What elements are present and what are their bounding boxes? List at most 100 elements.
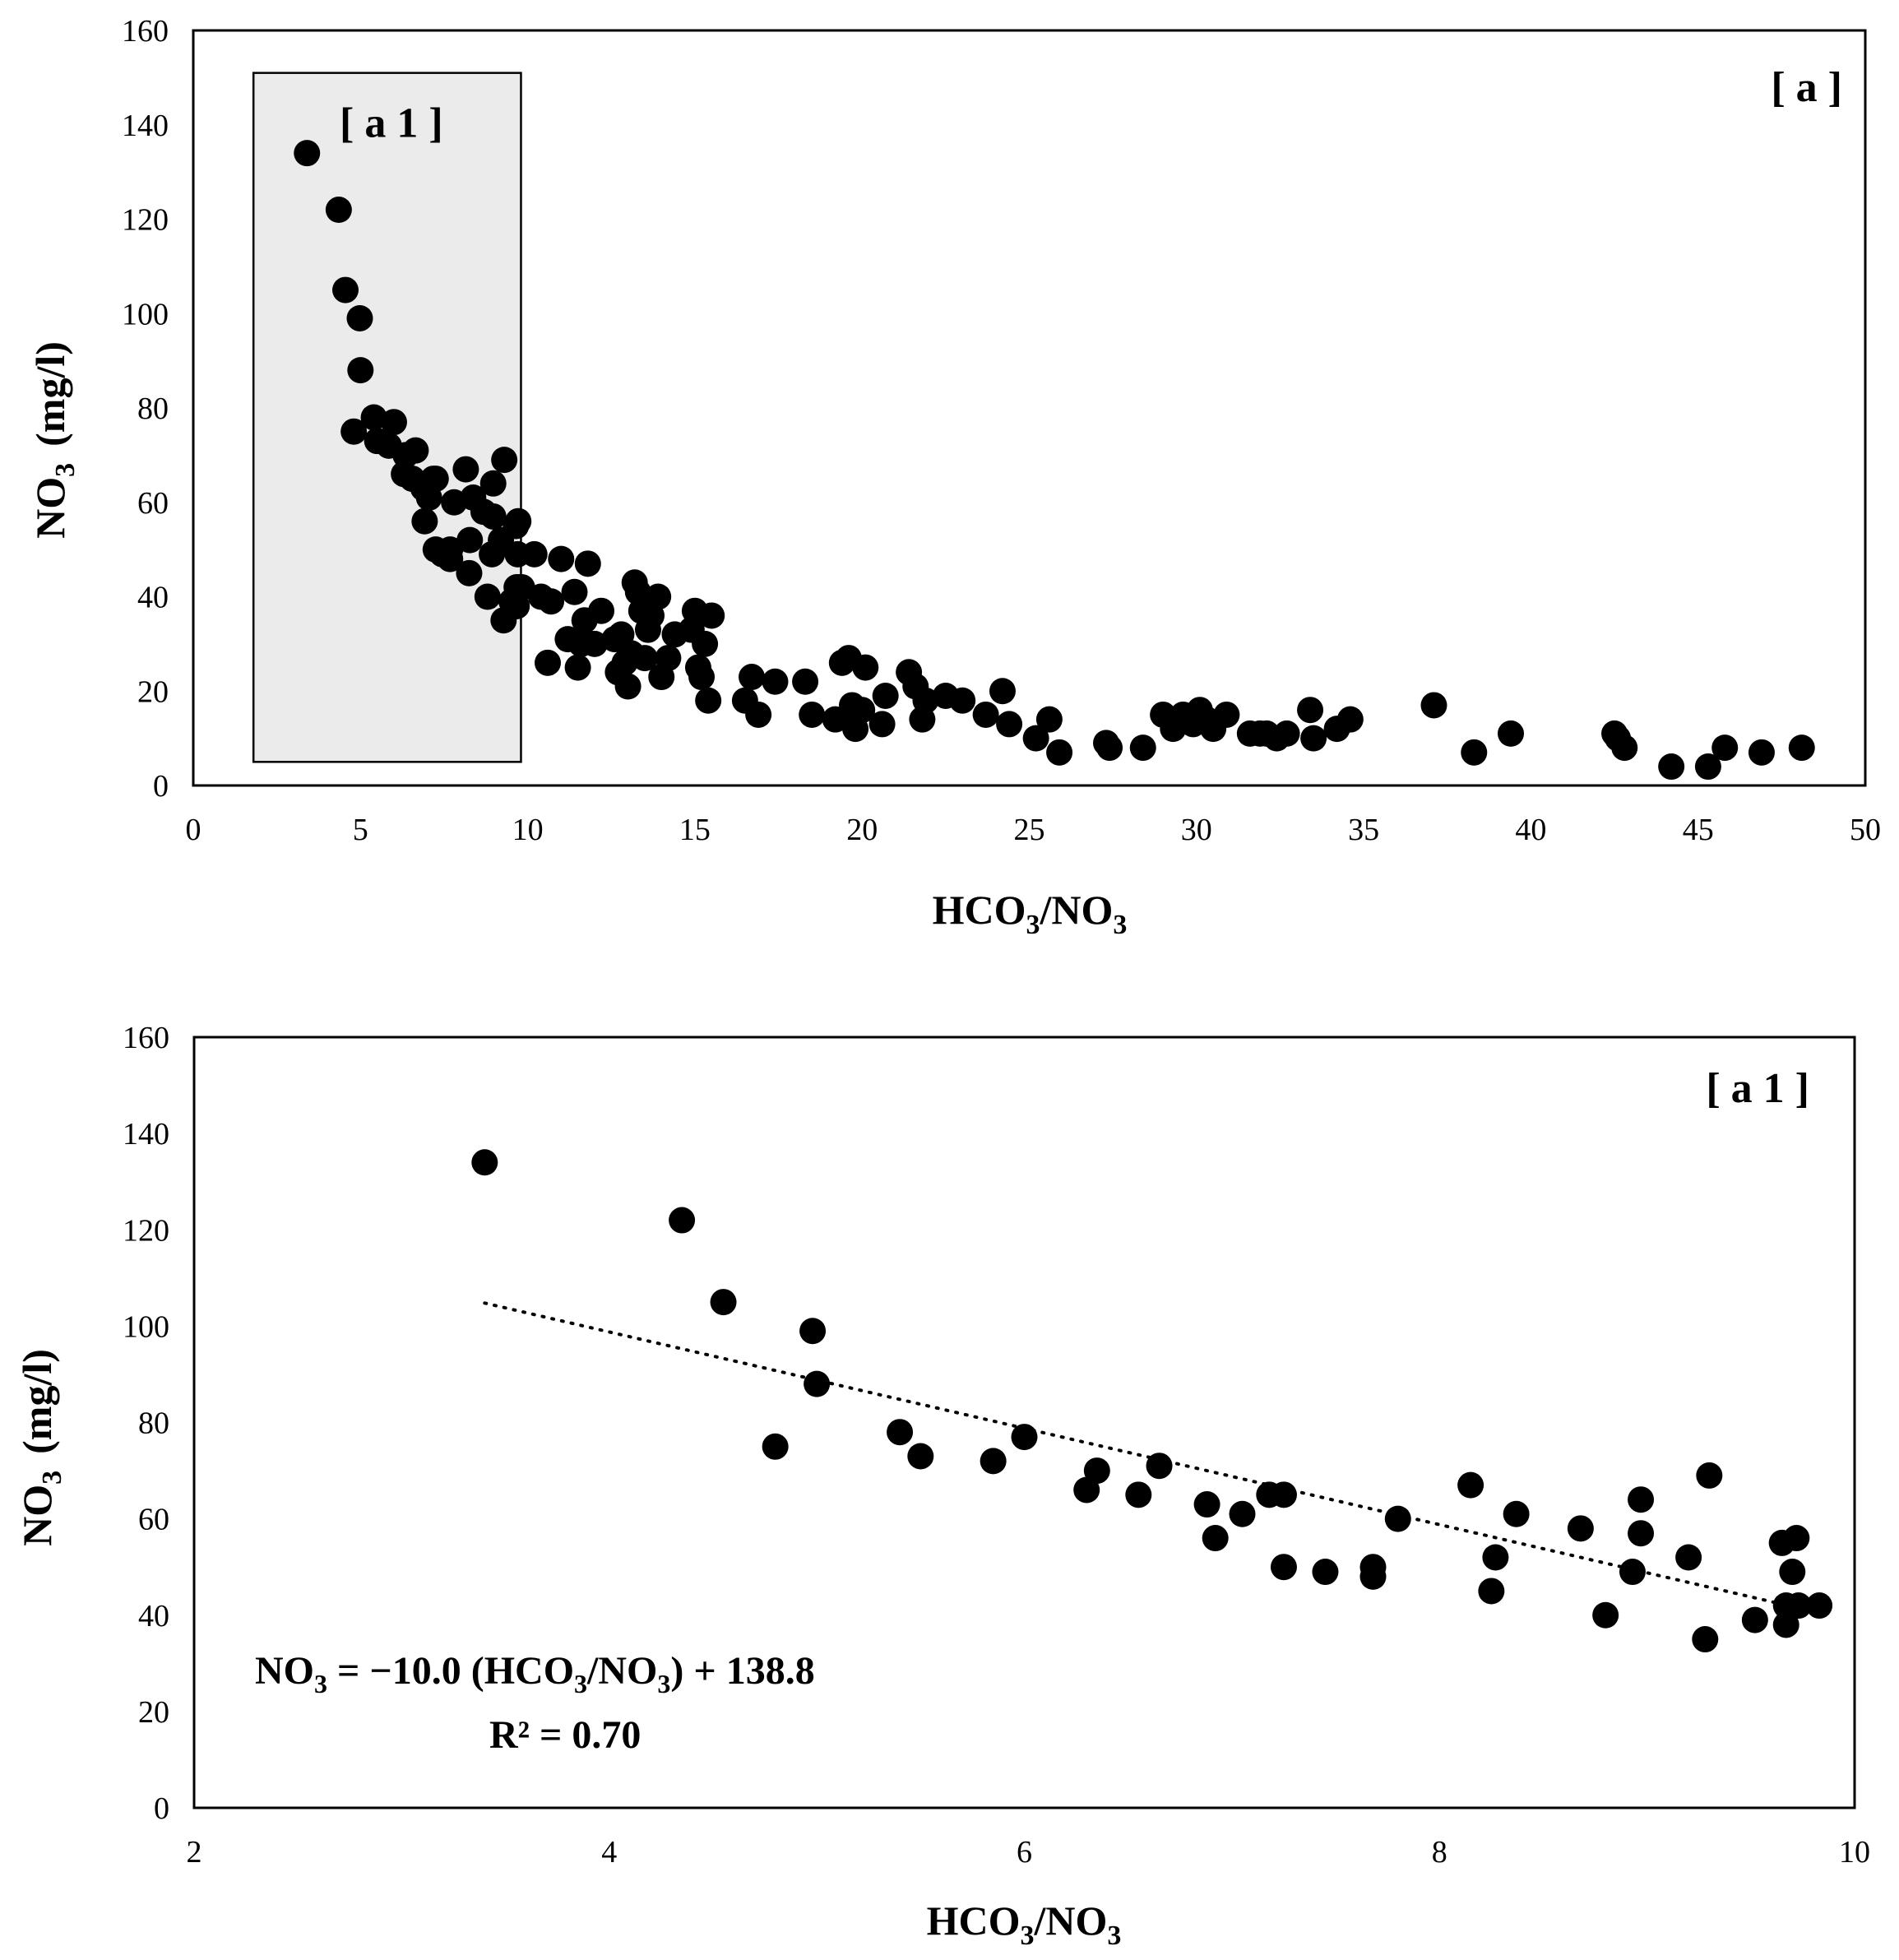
- data-point: [852, 654, 879, 681]
- data-point: [1694, 753, 1721, 781]
- data-point: [581, 630, 608, 657]
- data-point: [1336, 706, 1364, 733]
- data-point: [360, 404, 387, 431]
- data-point: [346, 304, 373, 331]
- data-point: [1619, 1559, 1646, 1586]
- y-tick-label: 40: [137, 581, 169, 615]
- y-axis-title: NO3 (mg/l): [14, 1349, 67, 1546]
- y-tick-label: 60: [137, 486, 169, 521]
- panel-label: [ a 1 ]: [1706, 1065, 1809, 1112]
- data-point: [1297, 697, 1324, 724]
- data-point: [479, 503, 507, 530]
- y-tick-label: 40: [138, 1599, 169, 1633]
- data-point: [1592, 1601, 1619, 1629]
- eq-lhs: NO: [255, 1649, 314, 1693]
- eq-lhs-sub: 3: [314, 1669, 327, 1698]
- data-point: [561, 578, 588, 605]
- data-point: [411, 507, 438, 535]
- y-tick-label: 80: [137, 392, 169, 426]
- data-point: [1628, 1520, 1655, 1547]
- data-point: [1129, 734, 1156, 762]
- data-point: [1146, 1453, 1173, 1480]
- data-point: [710, 1289, 737, 1316]
- x-tick-label: 0: [186, 813, 201, 847]
- data-point: [1270, 1554, 1297, 1581]
- x-title-sub2: 3: [1113, 910, 1127, 940]
- y-tick-label: 160: [123, 1021, 169, 1055]
- data-point: [1788, 734, 1815, 762]
- data-point: [1461, 739, 1488, 766]
- data-point: [745, 701, 772, 728]
- x-tick-label: 15: [679, 813, 711, 847]
- data-point: [1035, 706, 1063, 733]
- y-tick-label: 20: [138, 1695, 169, 1730]
- y-tick-label: 120: [122, 203, 169, 238]
- data-point: [456, 526, 484, 554]
- data-point: [655, 645, 682, 672]
- y-tick-label: 0: [153, 769, 169, 804]
- data-point: [1696, 1462, 1723, 1489]
- data-point: [799, 701, 826, 728]
- data-point: [1096, 734, 1123, 762]
- data-point: [422, 466, 449, 493]
- data-point: [762, 1433, 789, 1460]
- x-tick-label: 50: [1850, 813, 1881, 847]
- data-point: [1675, 1544, 1702, 1571]
- y-tick-label: 140: [123, 1117, 169, 1151]
- x-tick-label: 5: [353, 813, 368, 847]
- data-point: [1806, 1592, 1833, 1619]
- data-point: [1748, 739, 1775, 766]
- panel-label: [ a ]: [1771, 64, 1842, 111]
- data-points: [294, 140, 1815, 781]
- x-title-base: HCO: [927, 1897, 1021, 1944]
- y-tick-label: 100: [123, 1309, 169, 1344]
- y-title-sub: 3: [37, 1471, 67, 1485]
- data-point: [1478, 1578, 1505, 1605]
- data-point: [456, 559, 483, 586]
- x-title-mid: /NO: [1034, 1897, 1108, 1944]
- data-point: [868, 711, 896, 738]
- x-title-base: HCO: [933, 887, 1026, 933]
- data-point: [1457, 1471, 1484, 1499]
- data-point: [887, 1419, 914, 1446]
- eq-rhs-sub2: 3: [657, 1669, 670, 1698]
- data-point: [402, 437, 429, 464]
- data-point: [804, 1370, 831, 1397]
- x-tick-label: 30: [1181, 813, 1212, 847]
- data-point: [1229, 1500, 1256, 1527]
- x-title-sub1: 3: [1026, 910, 1040, 940]
- y-title-base: NO: [27, 477, 73, 539]
- data-point: [1359, 1554, 1387, 1581]
- data-point: [1628, 1486, 1655, 1513]
- data-point: [1193, 1491, 1220, 1518]
- y-title-unit: (mg/l): [27, 341, 73, 447]
- data-point: [1772, 1611, 1799, 1638]
- eq-rhs-b: /NO: [586, 1649, 657, 1693]
- data-point: [1658, 753, 1685, 781]
- data-point: [1482, 1544, 1509, 1571]
- data-point: [989, 678, 1016, 705]
- data-point: [521, 540, 548, 568]
- y-title-sub: 3: [50, 463, 81, 477]
- data-point: [1073, 1476, 1100, 1504]
- x-tick-label: 35: [1348, 813, 1379, 847]
- x-title-sub2: 3: [1107, 1921, 1121, 1951]
- data-point: [996, 711, 1023, 738]
- y-tick-label: 20: [137, 674, 169, 709]
- data-point: [548, 545, 575, 572]
- x-tick-label: 10: [1839, 1835, 1870, 1870]
- data-point: [1741, 1606, 1768, 1633]
- x-title-sub1: 3: [1021, 1921, 1035, 1951]
- data-point: [907, 1443, 934, 1470]
- data-point: [479, 470, 507, 497]
- data-point: [692, 630, 719, 657]
- data-point: [471, 1149, 498, 1176]
- data-points: [471, 1149, 1833, 1653]
- data-point: [792, 668, 819, 695]
- x-tick-label: 8: [1432, 1835, 1447, 1870]
- x-tick-label: 45: [1683, 813, 1714, 847]
- data-point: [1711, 734, 1739, 762]
- data-point: [1420, 692, 1447, 719]
